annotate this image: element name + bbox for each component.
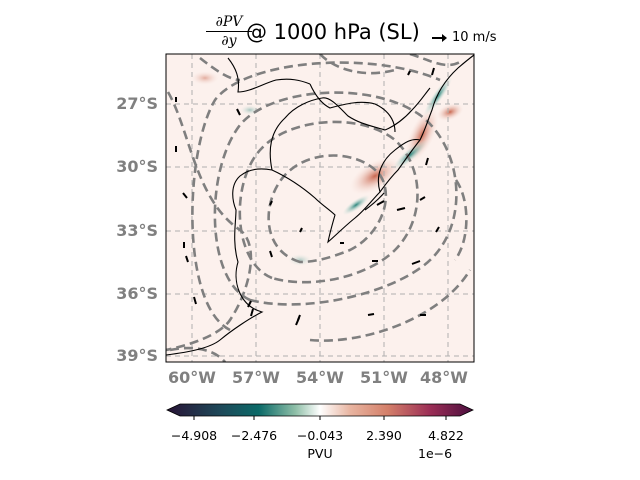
coastlines-borders (166, 54, 474, 356)
lat-label: 27°S (116, 94, 158, 113)
lon-label: 60°W (168, 368, 216, 387)
lon-label: 57°W (232, 368, 280, 387)
colorbar-tick-label: 2.390 (366, 428, 402, 443)
title-denominator: ∂y (221, 33, 237, 49)
gridlines (166, 54, 474, 362)
colorbar-label: PVU (307, 446, 333, 461)
quiver-key-label: 10 m/s (452, 30, 497, 45)
lon-label: 54°W (296, 368, 344, 387)
lat-label: 39°S (116, 346, 158, 365)
title-text: @ 1000 hPa (SL) (246, 20, 420, 44)
colorbar-exponent: 1e−6 (418, 446, 453, 461)
quiver-key: 10 m/s (432, 30, 497, 45)
lat-label: 33°S (116, 221, 158, 240)
quiver-key-arrow-icon (432, 33, 447, 42)
lon-label: 51°W (360, 368, 408, 387)
lat-label: 36°S (116, 284, 158, 303)
colorbar (166, 403, 474, 420)
colorbar-tick-marks (193, 416, 447, 420)
map-frame (165, 53, 475, 363)
plot-title: ∂PV ∂y @ 1000 hPa (SL) (190, 14, 450, 54)
colorbar-gradient (166, 403, 474, 417)
colorbar-tick-label: 4.822 (428, 428, 464, 443)
colorbar-tick-label: −0.043 (296, 428, 344, 443)
title-fraction: ∂PV ∂y (206, 14, 252, 49)
dashed-contours (166, 54, 472, 362)
colorbar-tick-label: −4.908 (170, 428, 218, 443)
lon-label: 48°W (420, 368, 468, 387)
colorbar-tick-label: −2.476 (230, 428, 278, 443)
title-numerator: ∂PV (206, 14, 252, 32)
lat-label: 30°S (116, 157, 158, 176)
map-area (166, 54, 474, 362)
wind-vectors (175, 67, 440, 326)
